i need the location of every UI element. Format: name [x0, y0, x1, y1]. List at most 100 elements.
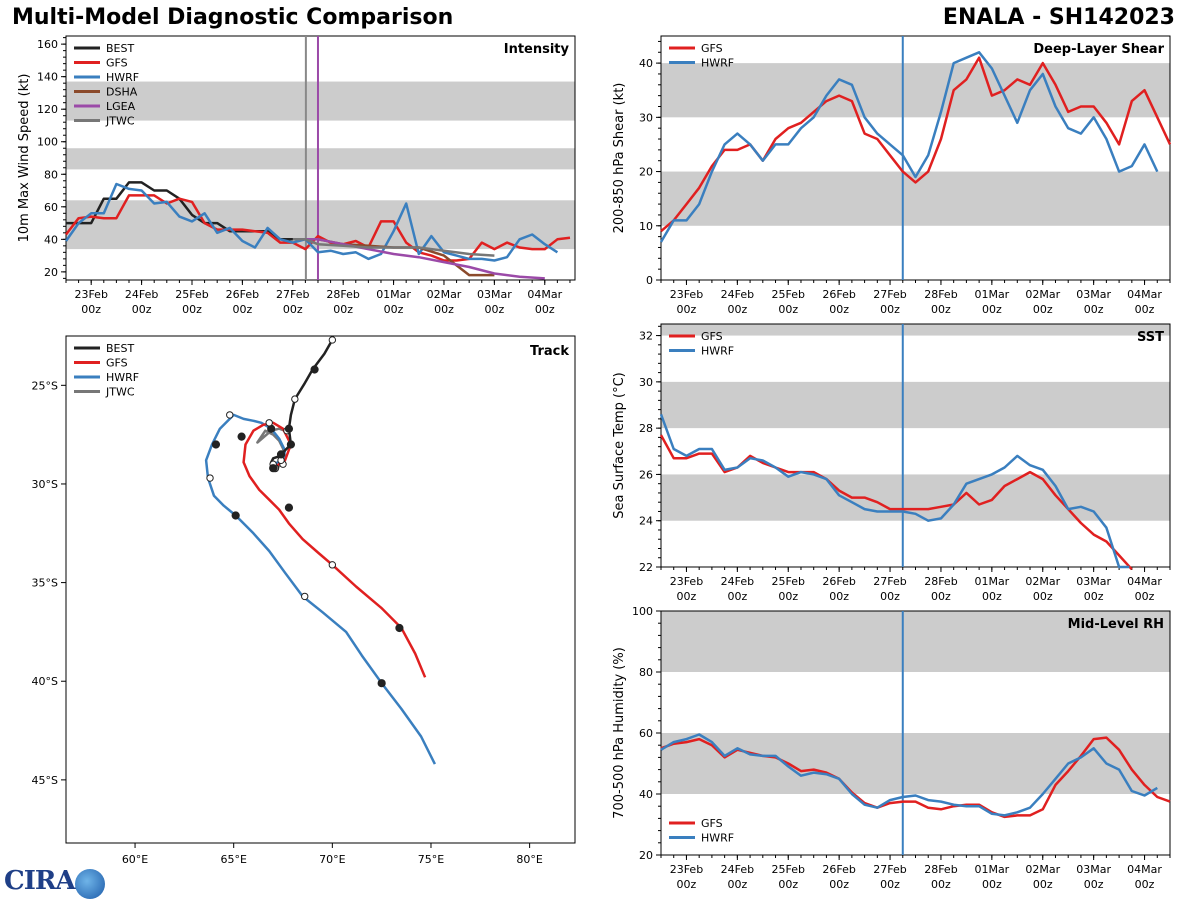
shear-xtick-date: 02Mar: [1025, 288, 1060, 301]
rh-xtick-hour: 00z: [1033, 878, 1053, 891]
shear-xtick-date: 26Feb: [822, 288, 855, 301]
legend-label-best: BEST: [106, 342, 134, 355]
rh-xtick-date: 26Feb: [822, 863, 855, 876]
intensity-ytick-label: 140: [37, 71, 58, 84]
sst-xtick-hour: 00z: [778, 590, 798, 603]
shear-xtick-hour: 00z: [982, 303, 1002, 316]
rh-ytick-label: 40: [639, 788, 653, 801]
legend-label-gfs: GFS: [106, 357, 128, 370]
sst-series-hwrf: [659, 413, 1130, 569]
track-series-gfs: [242, 421, 427, 678]
legend-label-hwrf: HWRF: [106, 71, 139, 84]
shear-xtick-date: 23Feb: [670, 288, 703, 301]
shear-xtick-hour: 00z: [1135, 303, 1155, 316]
rh-series-hwrf: [660, 733, 1158, 817]
sst-xtick-date: 23Feb: [670, 575, 703, 588]
track-marker-best: [291, 395, 299, 403]
rh-xtick-hour: 00z: [778, 878, 798, 891]
sst-xtick-date: 25Feb: [772, 575, 805, 588]
track-xtick-label: 80°E: [516, 853, 542, 866]
legend-label-hwrf: HWRF: [701, 345, 734, 358]
intensity-xtick-date: 02Mar: [427, 288, 462, 301]
storm-id-title: ENALA - SH142023: [942, 5, 1175, 30]
sst-xtick-hour: 00z: [677, 590, 697, 603]
rh-panel-label: Mid-Level RH: [1068, 617, 1164, 632]
intensity-ytick-label: 80: [44, 168, 58, 181]
sst-ytick-label: 22: [639, 561, 653, 574]
track-marker-best: [286, 440, 296, 449]
rh-xtick-date: 03Mar: [1076, 863, 1111, 876]
track-series-hwrf: [204, 413, 437, 765]
rh-ytick-label: 80: [639, 666, 653, 679]
shear-xtick-date: 25Feb: [772, 288, 805, 301]
rh-band: [661, 611, 1170, 672]
track-marker-best: [269, 464, 278, 473]
track-marker-gfs: [328, 561, 337, 569]
shear-xtick-date: 28Feb: [924, 288, 957, 301]
track-xtick-label: 75°E: [418, 853, 444, 866]
sst-frame: [660, 323, 1171, 568]
rh-xtick-date: 02Mar: [1025, 863, 1060, 876]
intensity-series-gfs: [65, 194, 571, 262]
sst-xtick-hour: 00z: [931, 590, 951, 603]
track-ytick-label: 40°S: [32, 675, 58, 688]
shear-xtick-date: 01Mar: [974, 288, 1009, 301]
intensity-series-lgea: [305, 238, 545, 280]
rh-xtick-date: 01Mar: [974, 863, 1009, 876]
rh-xtick-date: 27Feb: [873, 863, 906, 876]
rh-xtick-date: 23Feb: [670, 863, 703, 876]
track-marker-hwrf: [377, 679, 386, 688]
shear-xtick-hour: 00z: [677, 303, 697, 316]
intensity-series-jtwc: [292, 238, 495, 257]
intensity-series-hwrf: [64, 182, 559, 262]
rh-ytick-label: 60: [639, 727, 653, 740]
track-marker-gfs: [284, 503, 294, 512]
sst-xtick-date: 24Feb: [721, 575, 754, 588]
legend-label-hwrf: HWRF: [701, 57, 734, 70]
track-panel-label: Track: [530, 344, 569, 359]
intensity-xtick-hour: 00z: [283, 303, 303, 316]
rh-ytick-label: 100: [632, 605, 653, 618]
sst-xtick-hour: 00z: [1135, 590, 1155, 603]
shear-ytick-label: 40: [639, 57, 653, 70]
track-marker-hwrf: [226, 411, 234, 419]
intensity-xtick-hour: 00z: [81, 303, 101, 316]
rh-xtick-date: 24Feb: [721, 863, 754, 876]
legend-label-hwrf: HWRF: [701, 832, 734, 845]
sst-ytick-label: 24: [639, 515, 653, 528]
rh-band: [661, 733, 1170, 794]
legend-label-dsha: DSHA: [106, 86, 138, 99]
track-ytick-label: 30°S: [32, 478, 58, 491]
track-xtick-label: 70°E: [319, 853, 345, 866]
intensity-xtick-hour: 00z: [535, 303, 555, 316]
sst-xtick-date: 04Mar: [1127, 575, 1162, 588]
sst-ylabel: Sea Surface Temp (°C): [612, 372, 627, 519]
shear-ytick-label: 20: [639, 166, 653, 179]
legend-label-gfs: GFS: [701, 42, 723, 55]
track-marker-gfs: [265, 419, 273, 427]
legend-label-gfs: GFS: [701, 817, 723, 830]
intensity-ytick-label: 60: [44, 201, 58, 214]
sst-xtick-hour: 00z: [727, 590, 747, 603]
track-ytick-label: 35°S: [32, 577, 58, 590]
shear-xtick-hour: 00z: [880, 303, 900, 316]
intensity-xtick-hour: 00z: [484, 303, 504, 316]
shear-xtick-hour: 00z: [1084, 303, 1104, 316]
rh-ylabel: 700-500 hPa Humidity (%): [612, 647, 627, 819]
intensity-xtick-date: 23Feb: [74, 288, 107, 301]
sst-ytick-label: 30: [639, 376, 653, 389]
shear-band: [661, 171, 1170, 226]
rh-xtick-date: 04Mar: [1127, 863, 1162, 876]
legend-label-jtwc: JTWC: [105, 386, 135, 399]
shear-series-gfs: [660, 56, 1172, 233]
intensity-xtick-hour: 00z: [182, 303, 202, 316]
shear-xtick-date: 04Mar: [1127, 288, 1162, 301]
shear-xtick-date: 03Mar: [1076, 288, 1111, 301]
intensity-xtick-date: 24Feb: [125, 288, 158, 301]
sst-ytick-label: 32: [639, 330, 653, 343]
cira-logo: CIRA: [4, 866, 76, 896]
intensity-ytick-label: 120: [37, 103, 58, 116]
shear-xtick-date: 24Feb: [721, 288, 754, 301]
intensity-xtick-hour: 00z: [434, 303, 454, 316]
